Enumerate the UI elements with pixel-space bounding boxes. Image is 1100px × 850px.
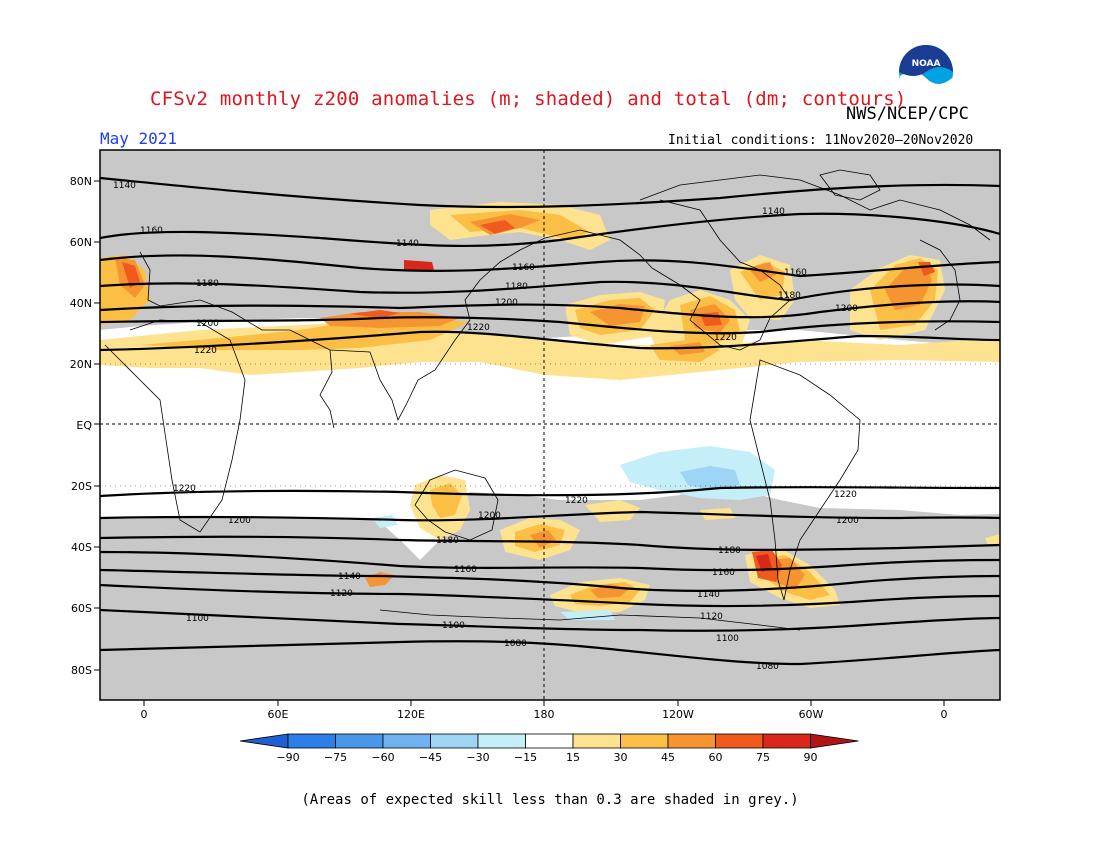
lat-tick-label: 20N	[70, 358, 92, 371]
contour-label: 1100	[186, 614, 209, 624]
colorbar-tick-label: 45	[661, 751, 675, 764]
contour-label: 1100	[442, 621, 465, 631]
lat-tick-label: 40S	[71, 541, 92, 554]
contour-label: 1200	[836, 516, 859, 526]
colorbar-swatch	[525, 733, 574, 749]
contour-label: 1140	[762, 207, 785, 217]
anomaly-shading-north	[100, 202, 1000, 380]
lat-tick-label: 80N	[70, 175, 92, 188]
map-frame	[99, 149, 1001, 701]
logo-text: NOAA	[912, 59, 941, 69]
colorbar-swatch	[762, 733, 811, 749]
lat-tick-label: 20S	[71, 480, 92, 493]
colorbar-tick-label: −90	[276, 751, 299, 764]
contour-label: 1200	[478, 511, 501, 521]
colorbar-tick-label: 30	[614, 751, 628, 764]
map-plot-area: 1140 1160 1180 1200 1220 1140 1160 1180 …	[100, 150, 1000, 700]
colorbar-tick-label: −60	[371, 751, 394, 764]
lat-tick-label: 60S	[71, 602, 92, 615]
colorbar-swatch	[715, 733, 764, 749]
contour-label: 1200	[196, 319, 219, 329]
lon-tick-label: 180	[534, 708, 555, 721]
contour-label: 1160	[512, 263, 535, 273]
skill-footnote: (Areas of expected skill less than 0.3 a…	[301, 792, 799, 808]
contour-label: 1140	[396, 239, 419, 249]
contour-label: 1080	[504, 639, 527, 649]
colorbar-swatch	[572, 733, 621, 749]
colorbar-tick-label: −75	[324, 751, 347, 764]
contour-label: 1080	[756, 662, 779, 672]
contour-labels: 1140 1160 1180 1200 1220 1140 1160 1180 …	[113, 181, 859, 672]
contour-label: 1100	[716, 634, 739, 644]
lon-tick-label: 60E	[268, 708, 289, 721]
lon-tick-label: 120E	[397, 708, 425, 721]
contour-label: 1180	[436, 536, 459, 546]
colorbar-arrow-left	[239, 733, 289, 749]
contour-label: 1180	[505, 282, 528, 292]
colorbar-tick-label: −30	[466, 751, 489, 764]
contour-label: 1220	[194, 346, 217, 356]
contour-label: 1220	[714, 333, 737, 343]
contour-label: 1120	[700, 612, 723, 622]
colorbar-swatch	[620, 733, 669, 749]
contour-label: 1160	[140, 226, 163, 236]
colorbar-swatch	[382, 733, 431, 749]
contour-label: 1220	[173, 484, 196, 494]
colorbar: −90 −75 −60 −45 −30 −15 15 30 45 60 75 90	[239, 733, 859, 764]
forecast-month: May 2021	[100, 129, 178, 148]
contour-label: 1180	[196, 279, 219, 289]
colorbar-tick-label: 15	[566, 751, 580, 764]
colorbar-swatch	[430, 733, 479, 749]
lon-tick-label: 120W	[662, 708, 694, 721]
lat-tick-label: EQ	[76, 419, 92, 432]
colorbar-swatch	[335, 733, 384, 749]
contour-label: 1140	[113, 181, 136, 191]
anomaly-shading-south	[365, 446, 1000, 620]
contour-label: 1220	[834, 490, 857, 500]
colorbar-tick-label: −45	[419, 751, 442, 764]
lat-tick-label: 40N	[70, 297, 92, 310]
lat-tick-label: 80S	[71, 664, 92, 677]
credit-label: NWS/NCEP/CPC	[846, 104, 969, 124]
initial-conditions: Initial conditions: 11Nov2020–20Nov2020	[668, 133, 974, 148]
contour-label: 1200	[228, 516, 251, 526]
contour-label: 1160	[784, 268, 807, 278]
colorbar-tick-label: 75	[756, 751, 770, 764]
colorbar-tick-label: 90	[804, 751, 818, 764]
contour-label: 1200	[495, 298, 518, 308]
contours	[100, 176, 1000, 666]
colorbar-tick-label: 60	[709, 751, 723, 764]
colorbar-swatch	[477, 733, 526, 749]
lat-tick-label: 60N	[70, 236, 92, 249]
colorbar-arrow-right	[810, 733, 859, 749]
contour-label: 1220	[467, 323, 490, 333]
colorbar-swatch	[667, 733, 716, 749]
lon-tick-label: 60W	[799, 708, 824, 721]
contour-label: 1180	[718, 546, 741, 556]
longitude-axis: 0 60E 120E 180 120W 60W 0	[141, 708, 948, 721]
chart-title: CFSv2 monthly z200 anomalies (m; shaded)…	[150, 88, 907, 110]
contour-label: 1200	[835, 304, 858, 314]
latitude-axis: 80N 60N 40N 20N EQ 20S 40S 60S 80S	[70, 175, 93, 677]
noaa-logo: NOAA	[896, 42, 956, 102]
lon-tick-label: 0	[941, 708, 948, 721]
contour-label: 1120	[330, 589, 353, 599]
contour-label: 1140	[338, 572, 361, 582]
contour-label: 1180	[778, 291, 801, 301]
lon-tick-label: 0	[141, 708, 148, 721]
contour-label: 1140	[697, 590, 720, 600]
contour-label: 1220	[565, 496, 588, 506]
contour-label: 1160	[712, 568, 735, 578]
low-skill-south	[100, 482, 1000, 700]
colorbar-swatch	[287, 733, 336, 749]
colorbar-tick-label: −15	[514, 751, 537, 764]
map-figure: 1140 1160 1180 1200 1220 1140 1160 1180 …	[70, 149, 1001, 764]
contour-label: 1160	[454, 565, 477, 575]
